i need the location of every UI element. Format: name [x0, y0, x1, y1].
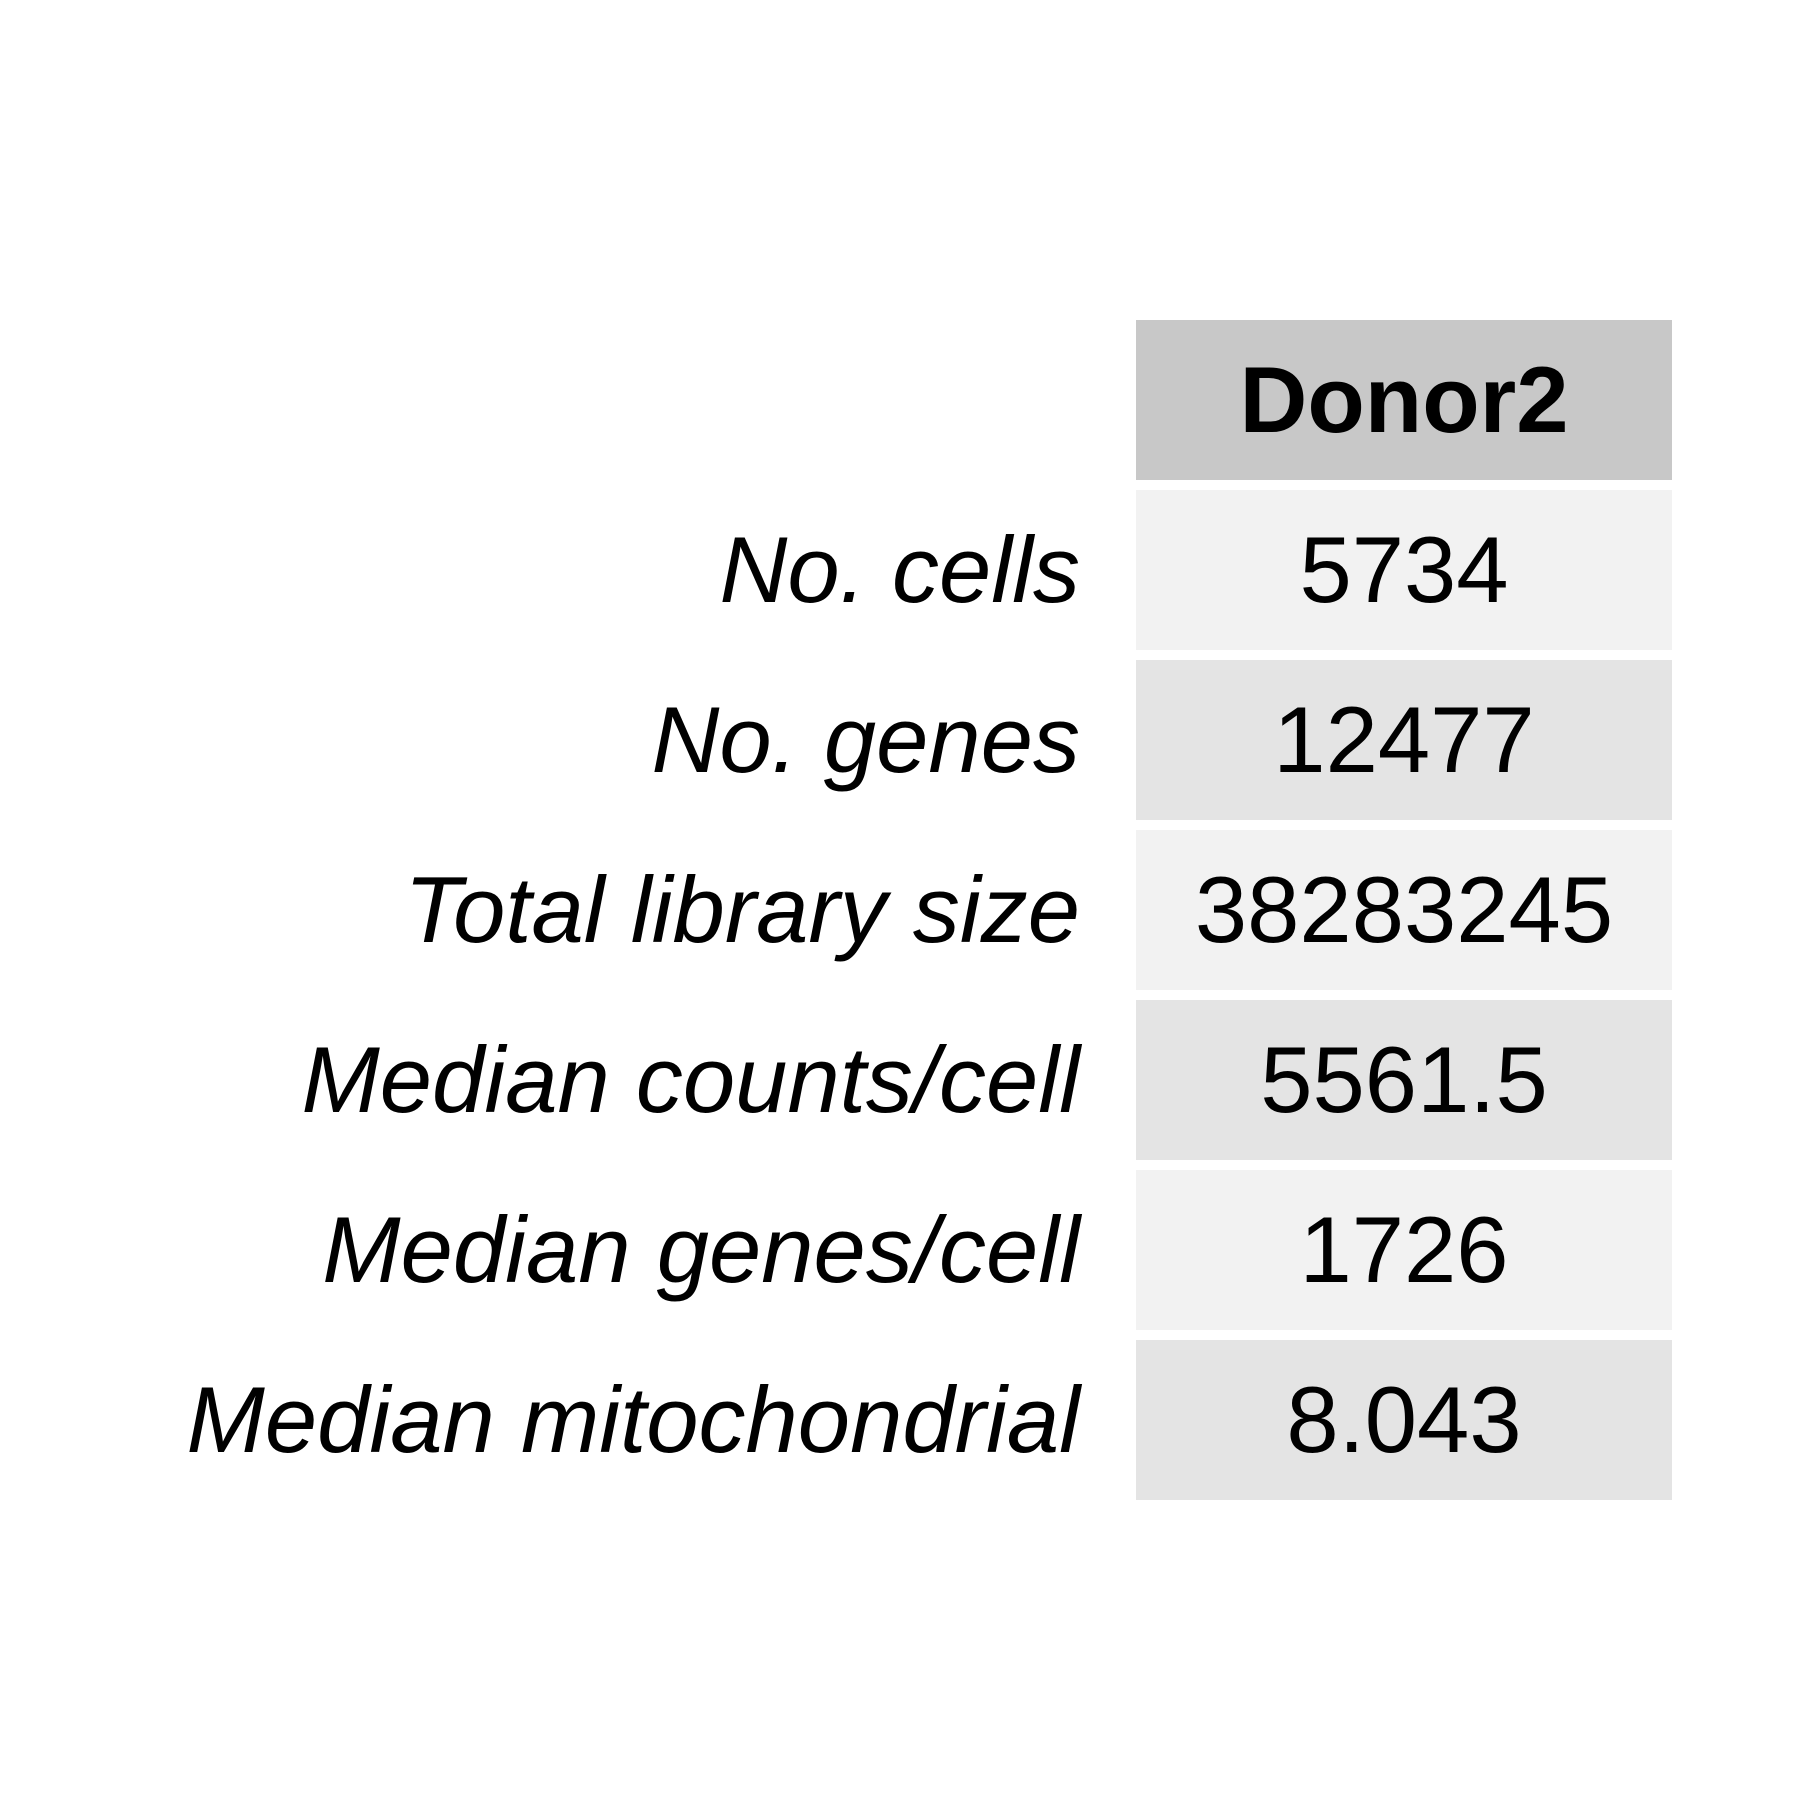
table-cell-value: 5734: [1136, 490, 1672, 650]
row-label: Total library size: [404, 857, 1080, 962]
row-label: Median counts/cell: [301, 1027, 1080, 1132]
table-cell-value: 38283245: [1136, 830, 1672, 990]
column-header-donor2: Donor2: [1136, 320, 1672, 480]
table-cell-value: 12477: [1136, 660, 1672, 820]
row-label: No. cells: [719, 517, 1080, 622]
table-cell-value: 8.043: [1136, 1340, 1672, 1500]
row-label: Median mitochondrial: [186, 1367, 1080, 1472]
row-label: No. genes: [651, 687, 1080, 792]
row-label: Median genes/cell: [322, 1197, 1080, 1302]
table-cell-value: 1726: [1136, 1170, 1672, 1330]
table-cell-value: 5561.5: [1136, 1000, 1672, 1160]
